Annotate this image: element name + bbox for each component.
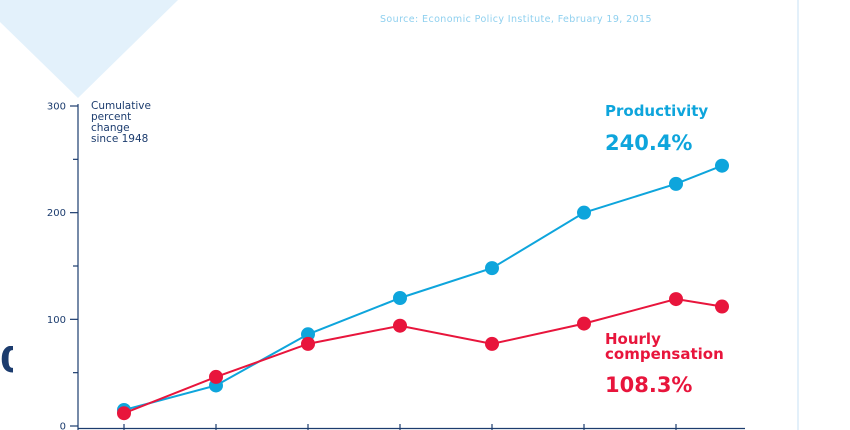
data-point-compensation [715, 299, 729, 314]
series-line-productivity [123, 164, 723, 411]
decorative-triangle [0, 0, 178, 98]
data-point-productivity [485, 261, 499, 276]
series-name-compensation: compensation [605, 345, 724, 363]
y-axis-label: Cumulative [91, 100, 151, 112]
y-axis-label: change [91, 122, 130, 134]
data-point-productivity [393, 291, 407, 305]
data-point-compensation [117, 406, 131, 421]
series-value-label-compensation: 108.3% [605, 373, 692, 397]
source-note: Source: Economic Policy Institute, Febru… [380, 14, 652, 25]
data-point-compensation [301, 336, 315, 351]
series-line-compensation [123, 298, 723, 415]
data-point-compensation [669, 292, 683, 307]
data-point-productivity [577, 205, 591, 220]
data-point-compensation [577, 316, 591, 331]
right-divider [797, 0, 799, 430]
y-axis-label: since 1948 [91, 133, 148, 145]
y-tick-label: 100 [47, 315, 66, 326]
y-axis-label: percent [91, 111, 131, 123]
series-name-productivity: Productivity [605, 102, 708, 120]
data-point-compensation [209, 369, 223, 384]
series-name-compensation: Hourly [605, 330, 661, 348]
y-tick-label: 300 [47, 102, 66, 113]
cropped-headline-fragment: 0. [0, 346, 13, 376]
data-point-compensation [393, 318, 407, 333]
data-point-productivity [301, 327, 315, 342]
y-tick-label: 200 [47, 208, 66, 219]
series-value-label-productivity: 240.4% [605, 131, 692, 155]
data-point-productivity [715, 158, 729, 173]
y-tick-label: 0 [60, 422, 66, 430]
data-point-compensation [485, 336, 499, 351]
data-point-productivity [669, 176, 683, 191]
